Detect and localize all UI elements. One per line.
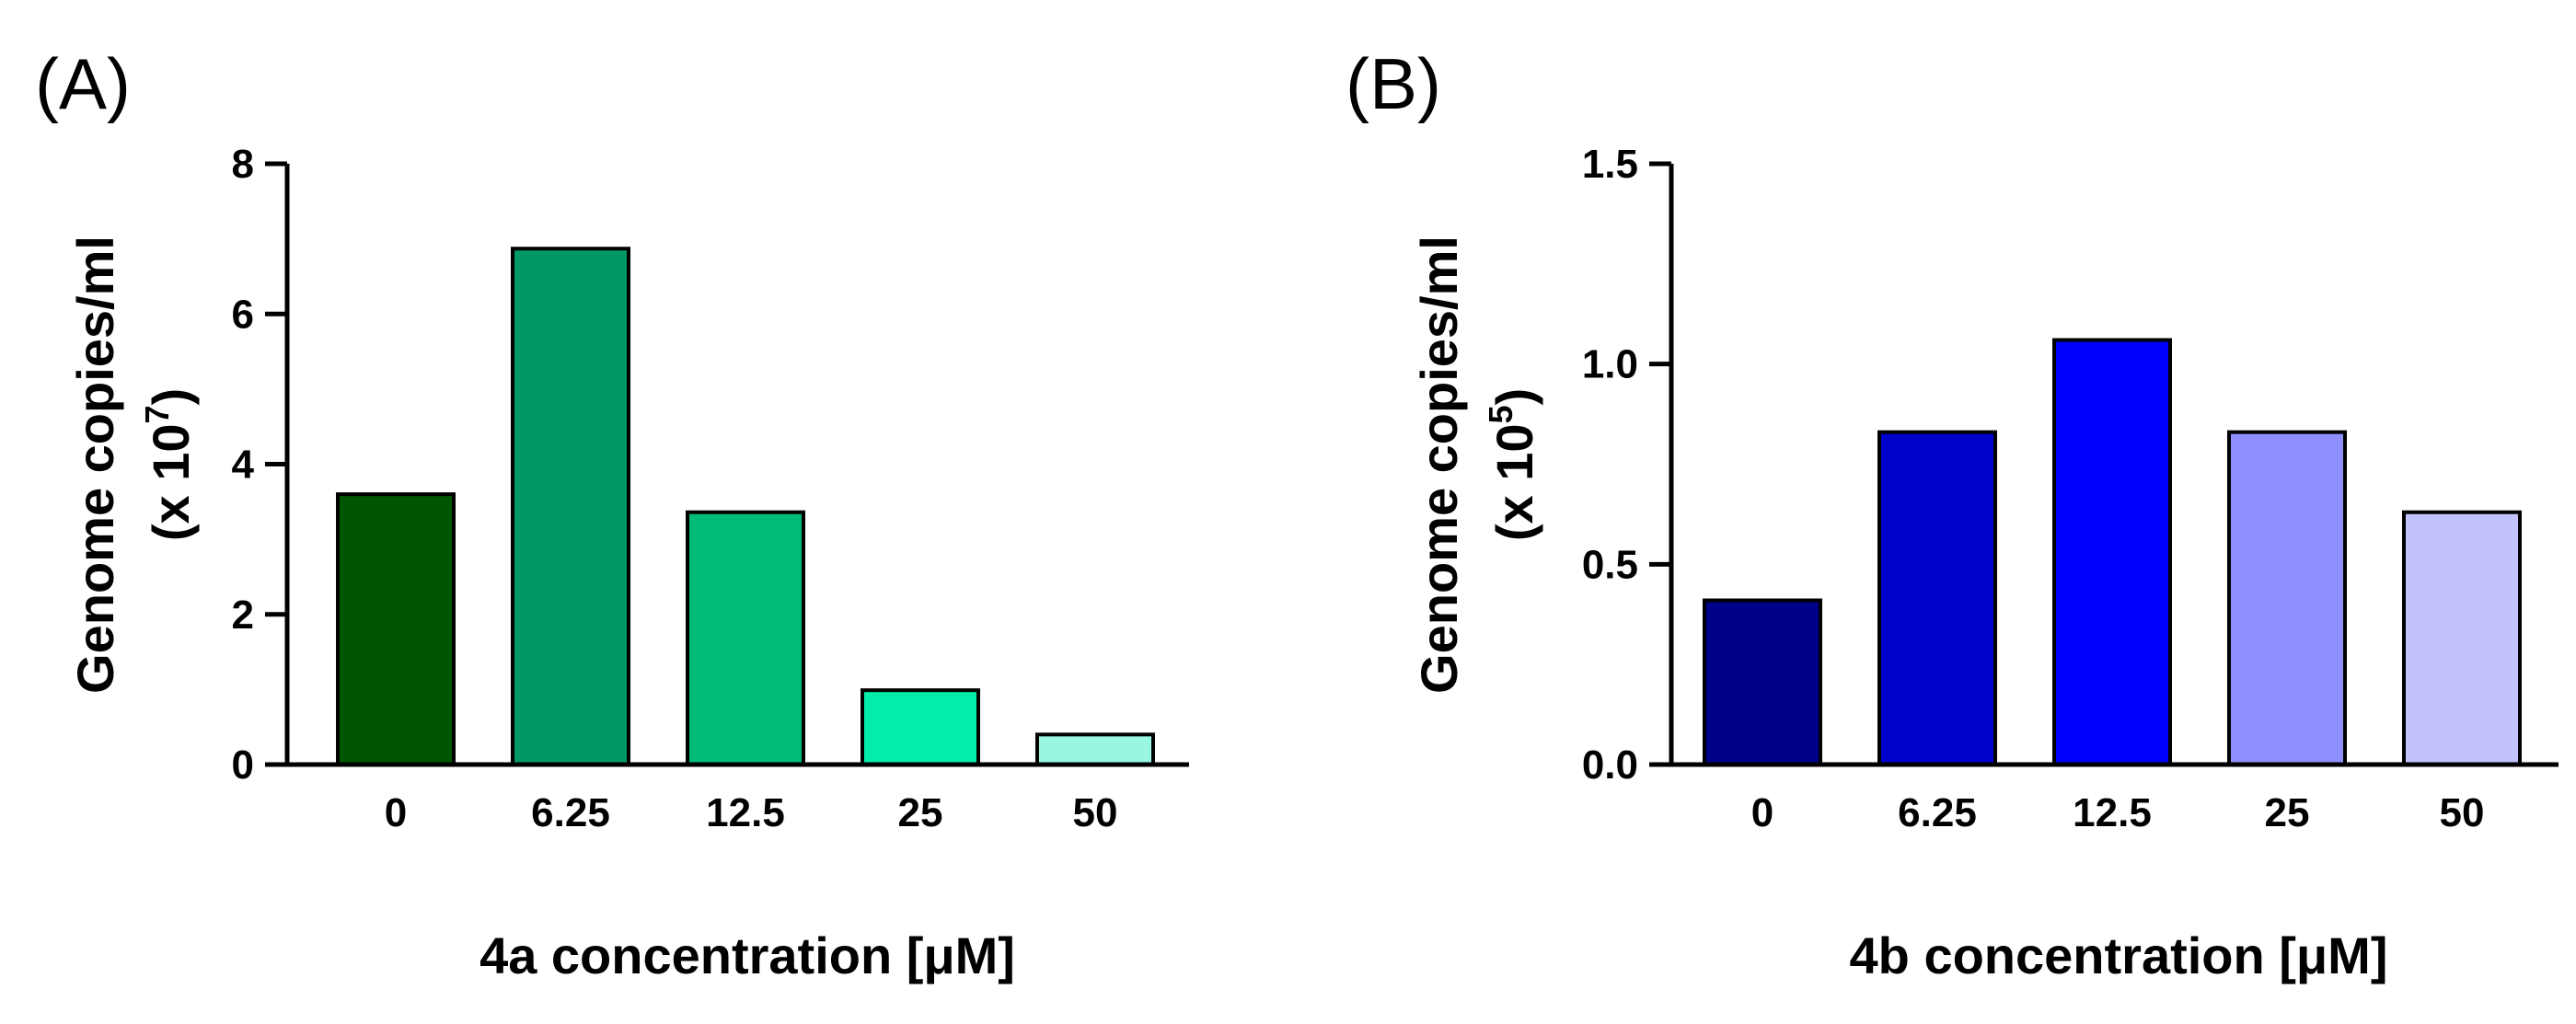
panel-b-chart: (B) 0.0 0.5 1.0 1.5 0 6.25 12.5 25 50 Genome co…: [1346, 43, 2559, 984]
panel-b-y-tick-label-2: 1.0: [1582, 342, 1638, 387]
panel-b-bar-3: [2227, 430, 2347, 766]
panel-b-bar-4: [2402, 510, 2522, 766]
panel-b-y-tick-label-0: 0.0: [1582, 742, 1638, 788]
panel-b-bar-0: [1703, 598, 1822, 766]
panel-a-bar-3: [861, 688, 980, 766]
panel-a-y-title-line2: (x 107): [138, 388, 200, 541]
panel-a-bar-4: [1035, 732, 1155, 766]
panel-a-x-ticks: 0 6.25 12.5 25 50: [385, 790, 1118, 835]
panel-b-y-title-line1: Genome copies/ml: [1410, 236, 1468, 694]
panel-a-x-tick-label-4: 50: [1073, 790, 1118, 835]
panel-a-chart: (A) 0 2 4 6 8 0 6.25 12.5 25 50 Genome copies/ml…: [35, 43, 1189, 984]
panel-a-bar-1: [511, 247, 630, 766]
panel-a-x-tick-label-0: 0: [385, 790, 407, 835]
panel-a-y-tick-label-0: 0: [232, 742, 254, 788]
panel-b-y-title-line2: (x 105): [1482, 388, 1543, 541]
panel-b-bar-1: [1877, 430, 1997, 766]
panel-a-x-tick-label-3: 25: [898, 790, 943, 835]
panel-a-y-title-prefix: (x 10: [142, 424, 200, 542]
panel-a-x-tick-label-1: 6.25: [531, 790, 610, 835]
panel-b-y-title-exponent: 5: [1482, 405, 1519, 423]
panel-a-label: (A): [35, 43, 131, 124]
panel-a-y-tick-label-4: 8: [232, 142, 254, 187]
panel-b-y-title-prefix: (x 10: [1485, 424, 1543, 542]
panel-b-label: (B): [1346, 43, 1441, 124]
panel-b-bars: [1703, 338, 2522, 766]
panel-a-x-title: 4a concentration [μM]: [479, 926, 1015, 984]
panel-a-x-tick-label-2: 12.5: [706, 790, 785, 835]
panel-a-y-tick-label-3: 6: [232, 292, 254, 337]
panel-a-y-tick-label-2: 4: [232, 443, 255, 488]
panel-a-y-title-exponent: 7: [138, 405, 176, 423]
panel-b-y-ticks: 0.0 0.5 1.0 1.5: [1582, 142, 1671, 788]
panel-b-bar-2: [2052, 338, 2172, 766]
panel-b-x-tick-label-3: 25: [2265, 790, 2310, 835]
panel-b-x-tick-label-0: 0: [1751, 790, 1773, 835]
panel-a-y-tick-label-1: 2: [232, 593, 254, 638]
panel-b-x-tick-label-4: 50: [2440, 790, 2485, 835]
panel-a-y-ticks: 0 2 4 6 8: [232, 142, 287, 788]
panel-b-y-title-suffix: ): [1485, 388, 1543, 406]
panel-b-x-tick-label-2: 12.5: [2073, 790, 2152, 835]
panel-b-x-tick-label-1: 6.25: [1898, 790, 1977, 835]
panel-b-x-ticks: 0 6.25 12.5 25 50: [1751, 790, 2485, 835]
panel-a-bars: [336, 247, 1155, 767]
panel-a-y-title-line1: Genome copies/ml: [66, 236, 124, 694]
panel-b-x-title: 4b concentration [μM]: [1850, 926, 2388, 984]
panel-a-bar-0: [336, 492, 456, 767]
panel-a-y-title-suffix: ): [142, 388, 200, 406]
panel-a-bar-2: [686, 510, 805, 766]
panel-b-y-tick-label-1: 0.5: [1582, 542, 1638, 587]
panel-b-y-tick-label-3: 1.5: [1582, 142, 1638, 187]
